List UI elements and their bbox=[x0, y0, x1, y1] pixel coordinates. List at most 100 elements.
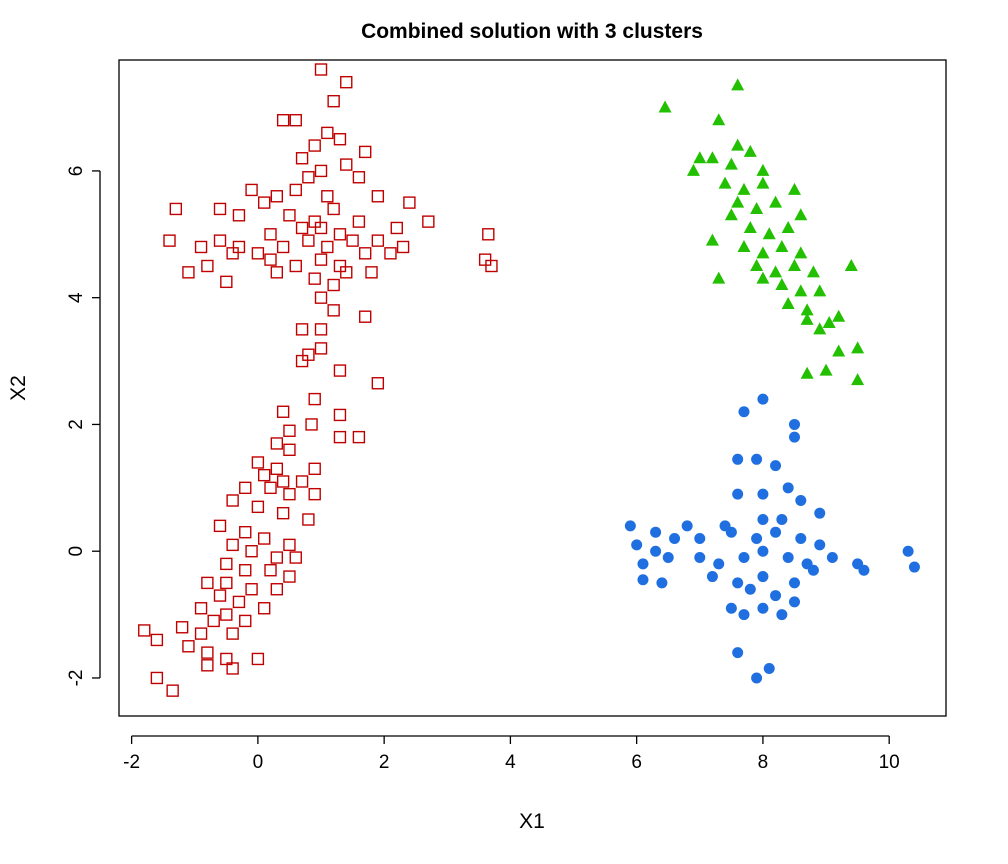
data-point bbox=[251, 456, 265, 469]
data-point bbox=[302, 234, 315, 247]
data-point bbox=[732, 647, 744, 659]
data-point bbox=[314, 63, 328, 76]
data-point bbox=[396, 240, 410, 254]
data-point bbox=[295, 323, 309, 336]
y-tick-label: -2 bbox=[66, 670, 87, 687]
data-point bbox=[333, 133, 347, 146]
data-point bbox=[232, 209, 246, 222]
data-point bbox=[270, 190, 284, 203]
data-point bbox=[422, 215, 435, 228]
data-point bbox=[650, 545, 662, 557]
data-point bbox=[762, 227, 776, 240]
data-point bbox=[795, 533, 807, 545]
data-point bbox=[371, 190, 385, 203]
data-point bbox=[314, 323, 328, 336]
x-axis: -2 0 2 4 6 8 10 bbox=[123, 735, 900, 773]
data-point bbox=[270, 437, 284, 450]
data-point bbox=[239, 614, 252, 628]
data-point bbox=[757, 571, 769, 583]
y-tick-label: 6 bbox=[66, 166, 87, 177]
data-point bbox=[669, 533, 681, 545]
data-point bbox=[775, 278, 789, 291]
data-point bbox=[794, 284, 808, 297]
x-tick-label: 4 bbox=[505, 752, 516, 773]
data-point bbox=[359, 310, 372, 323]
data-point bbox=[359, 145, 372, 159]
data-point bbox=[264, 228, 277, 241]
data-point bbox=[794, 208, 808, 221]
data-point bbox=[371, 234, 385, 247]
data-point bbox=[314, 221, 328, 235]
data-point bbox=[327, 304, 340, 317]
data-point bbox=[813, 284, 827, 297]
data-point bbox=[737, 239, 751, 252]
data-point bbox=[822, 316, 836, 329]
data-point bbox=[340, 75, 353, 89]
data-point bbox=[384, 247, 397, 260]
data-point bbox=[776, 514, 788, 526]
data-point bbox=[478, 253, 492, 266]
data-point bbox=[769, 195, 783, 208]
data-point bbox=[257, 602, 271, 615]
data-point bbox=[757, 488, 769, 500]
data-point bbox=[787, 182, 801, 195]
data-point bbox=[624, 520, 636, 532]
data-point bbox=[844, 258, 858, 271]
data-point bbox=[725, 602, 737, 614]
data-point bbox=[359, 247, 372, 260]
cluster-1-points bbox=[138, 63, 498, 697]
data-point bbox=[800, 312, 814, 325]
data-point bbox=[321, 126, 334, 140]
data-point bbox=[251, 247, 265, 260]
data-point bbox=[806, 265, 820, 278]
data-point bbox=[637, 574, 649, 586]
data-point bbox=[289, 259, 302, 273]
data-point bbox=[705, 233, 719, 246]
data-point bbox=[788, 431, 800, 443]
data-point bbox=[775, 239, 789, 252]
data-point bbox=[270, 462, 284, 476]
data-point bbox=[693, 151, 707, 164]
data-point bbox=[213, 202, 227, 216]
data-point bbox=[226, 662, 239, 675]
data-point bbox=[681, 520, 693, 532]
data-point bbox=[751, 453, 763, 465]
data-point bbox=[150, 671, 164, 685]
data-point bbox=[175, 621, 189, 634]
data-point bbox=[795, 495, 807, 507]
data-point bbox=[631, 539, 643, 551]
data-point bbox=[858, 564, 870, 576]
data-point bbox=[308, 215, 321, 228]
x-tick-label: 0 bbox=[253, 752, 264, 773]
data-point bbox=[308, 462, 321, 476]
data-point bbox=[782, 552, 794, 564]
data-point bbox=[814, 539, 826, 551]
data-point bbox=[257, 468, 271, 482]
data-point bbox=[705, 151, 719, 164]
data-point bbox=[788, 418, 800, 430]
data-point bbox=[485, 259, 498, 273]
data-point bbox=[327, 278, 340, 292]
data-point bbox=[744, 583, 756, 595]
data-point bbox=[289, 114, 302, 127]
data-point bbox=[251, 500, 265, 514]
data-point bbox=[220, 652, 233, 666]
data-point bbox=[283, 538, 296, 552]
data-point bbox=[251, 652, 265, 666]
data-point bbox=[270, 583, 284, 596]
data-point bbox=[800, 366, 814, 379]
cluster-3-points bbox=[624, 393, 920, 684]
data-point bbox=[163, 234, 176, 247]
data-point bbox=[770, 526, 782, 538]
data-point bbox=[731, 195, 745, 208]
data-point bbox=[166, 684, 179, 697]
data-point bbox=[232, 595, 246, 609]
data-point bbox=[902, 545, 914, 557]
data-point bbox=[819, 363, 833, 376]
x-tick-label: 2 bbox=[379, 752, 390, 773]
data-point bbox=[213, 519, 227, 533]
data-point bbox=[352, 430, 366, 444]
data-point bbox=[756, 246, 770, 259]
data-point bbox=[788, 577, 800, 589]
data-point bbox=[738, 552, 750, 564]
